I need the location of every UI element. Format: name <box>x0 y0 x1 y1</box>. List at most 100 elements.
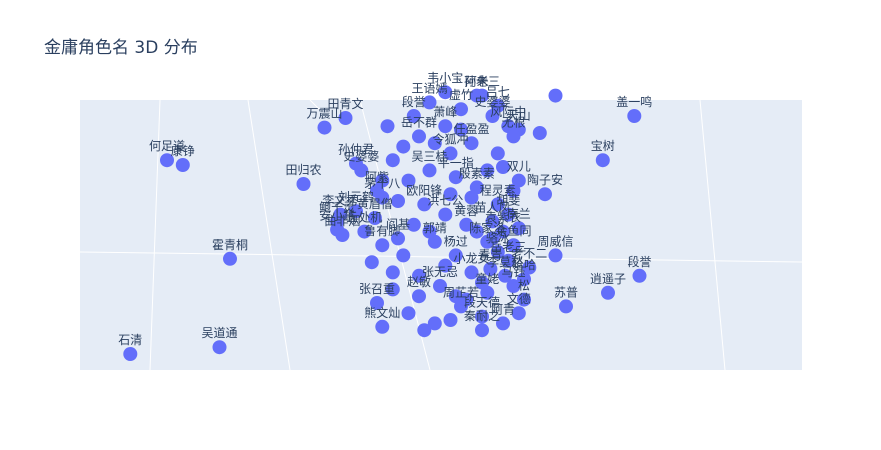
scatter-point[interactable] <box>396 139 411 154</box>
scatter-point[interactable] <box>422 163 437 178</box>
scatter-point[interactable] <box>490 146 505 161</box>
scatter-point[interactable] <box>506 238 521 253</box>
scatter-point[interactable] <box>483 262 498 276</box>
scatter-point[interactable] <box>511 221 526 236</box>
scatter-point[interactable] <box>490 245 505 259</box>
scatter-point[interactable] <box>501 207 516 222</box>
scatter-point[interactable] <box>406 217 421 232</box>
scatter-point[interactable] <box>412 268 426 283</box>
scatter-point[interactable] <box>422 95 437 110</box>
scatter-point[interactable] <box>485 214 500 229</box>
scatter-point[interactable] <box>448 289 463 304</box>
scatter-point[interactable] <box>380 119 395 134</box>
scatter-point[interactable] <box>391 231 405 246</box>
scatter-point[interactable] <box>364 255 379 270</box>
scatter-point[interactable] <box>448 170 463 185</box>
scatter-point[interactable] <box>354 163 369 178</box>
scatter-point[interactable] <box>443 187 458 202</box>
scatter-point[interactable] <box>506 129 521 144</box>
scatter-point[interactable] <box>538 187 552 202</box>
scatter-point[interactable] <box>464 265 479 280</box>
scatter-point[interactable] <box>212 340 227 355</box>
scatter-point[interactable] <box>412 289 426 304</box>
scatter-point[interactable] <box>296 177 311 191</box>
scatter-point[interactable] <box>475 309 489 324</box>
scatter-point[interactable] <box>522 260 537 275</box>
scatter-point[interactable] <box>370 296 384 310</box>
scatter-point[interactable] <box>223 251 237 266</box>
scatter-point[interactable] <box>459 217 474 232</box>
scatter-point[interactable] <box>595 153 610 168</box>
scatter-point[interactable] <box>532 126 547 140</box>
scatter-point[interactable] <box>417 197 432 212</box>
scatter-point[interactable] <box>464 190 479 205</box>
scatter-point[interactable] <box>375 238 390 253</box>
scatter-point[interactable] <box>443 146 458 161</box>
scatter-point[interactable] <box>367 211 382 225</box>
scatter-point[interactable] <box>480 163 495 178</box>
scatter-point[interactable] <box>627 109 642 123</box>
scatter-point[interactable] <box>385 153 400 168</box>
scatter-point[interactable] <box>511 306 526 321</box>
scatter-point[interactable] <box>438 258 453 273</box>
point-label: 丘处机 <box>346 211 382 225</box>
scatter-point[interactable] <box>485 109 500 123</box>
scatter-point[interactable] <box>391 194 405 208</box>
scatter-point[interactable] <box>548 248 563 263</box>
scatter-point[interactable] <box>517 292 531 307</box>
scatter-point[interactable] <box>454 102 468 117</box>
scatter-point[interactable] <box>496 224 510 239</box>
scatter-point[interactable] <box>396 248 411 263</box>
scatter-point[interactable] <box>559 299 573 314</box>
scatter-point[interactable] <box>401 306 416 321</box>
scatter-point[interactable] <box>459 292 474 307</box>
scatter-point[interactable] <box>496 160 510 174</box>
scatter-point[interactable] <box>433 279 447 293</box>
scatter-point[interactable] <box>438 85 453 100</box>
scatter-point[interactable] <box>632 268 647 283</box>
scatter-point[interactable] <box>375 319 390 334</box>
scatter-point[interactable] <box>175 158 190 172</box>
scatter-point[interactable] <box>338 111 353 125</box>
scatter-point[interactable] <box>601 285 615 300</box>
scatter-point[interactable] <box>401 173 416 188</box>
scatter-point[interactable] <box>506 279 521 293</box>
scatter-point[interactable] <box>469 224 484 239</box>
scatter-point[interactable] <box>385 265 400 280</box>
scatter-point[interactable] <box>406 109 421 123</box>
scatter-point[interactable] <box>349 204 363 219</box>
scatter-point[interactable] <box>438 207 453 222</box>
scatter-point[interactable] <box>454 122 468 137</box>
scatter-point[interactable] <box>448 248 463 263</box>
scatter-point[interactable] <box>317 120 332 135</box>
point-label: 秦耐之 <box>464 309 500 323</box>
point-label: 万震山 <box>306 107 342 121</box>
scatter-point[interactable] <box>357 224 372 239</box>
scatter-point[interactable] <box>548 88 563 103</box>
scatter-point[interactable] <box>335 228 350 242</box>
scatter-point[interactable] <box>412 129 426 144</box>
scatter-point[interactable] <box>123 347 138 361</box>
scatter-point[interactable] <box>385 282 400 297</box>
scatter-point[interactable] <box>501 253 516 268</box>
scatter-point[interactable] <box>498 268 513 283</box>
scatter-point[interactable] <box>475 275 489 290</box>
scatter-point[interactable] <box>427 316 442 331</box>
scatter-point[interactable] <box>490 197 505 212</box>
point-label: 苗人凤 <box>474 200 510 214</box>
scatter-point[interactable] <box>375 173 390 188</box>
scatter-point[interactable] <box>438 119 453 134</box>
scatter-point[interactable] <box>417 323 432 338</box>
scatter-point[interactable] <box>160 153 174 168</box>
scatter-point[interactable] <box>517 272 531 287</box>
scatter-point[interactable] <box>496 316 510 331</box>
scatter-point[interactable] <box>422 224 437 239</box>
scatter-point[interactable] <box>443 313 458 327</box>
scatter-point[interactable] <box>464 136 479 151</box>
scatter-point[interactable] <box>475 88 489 103</box>
scatter-point[interactable] <box>427 136 442 151</box>
scatter-point[interactable] <box>475 323 489 338</box>
scatter-point[interactable] <box>506 183 521 198</box>
scatter-point[interactable] <box>485 231 500 246</box>
